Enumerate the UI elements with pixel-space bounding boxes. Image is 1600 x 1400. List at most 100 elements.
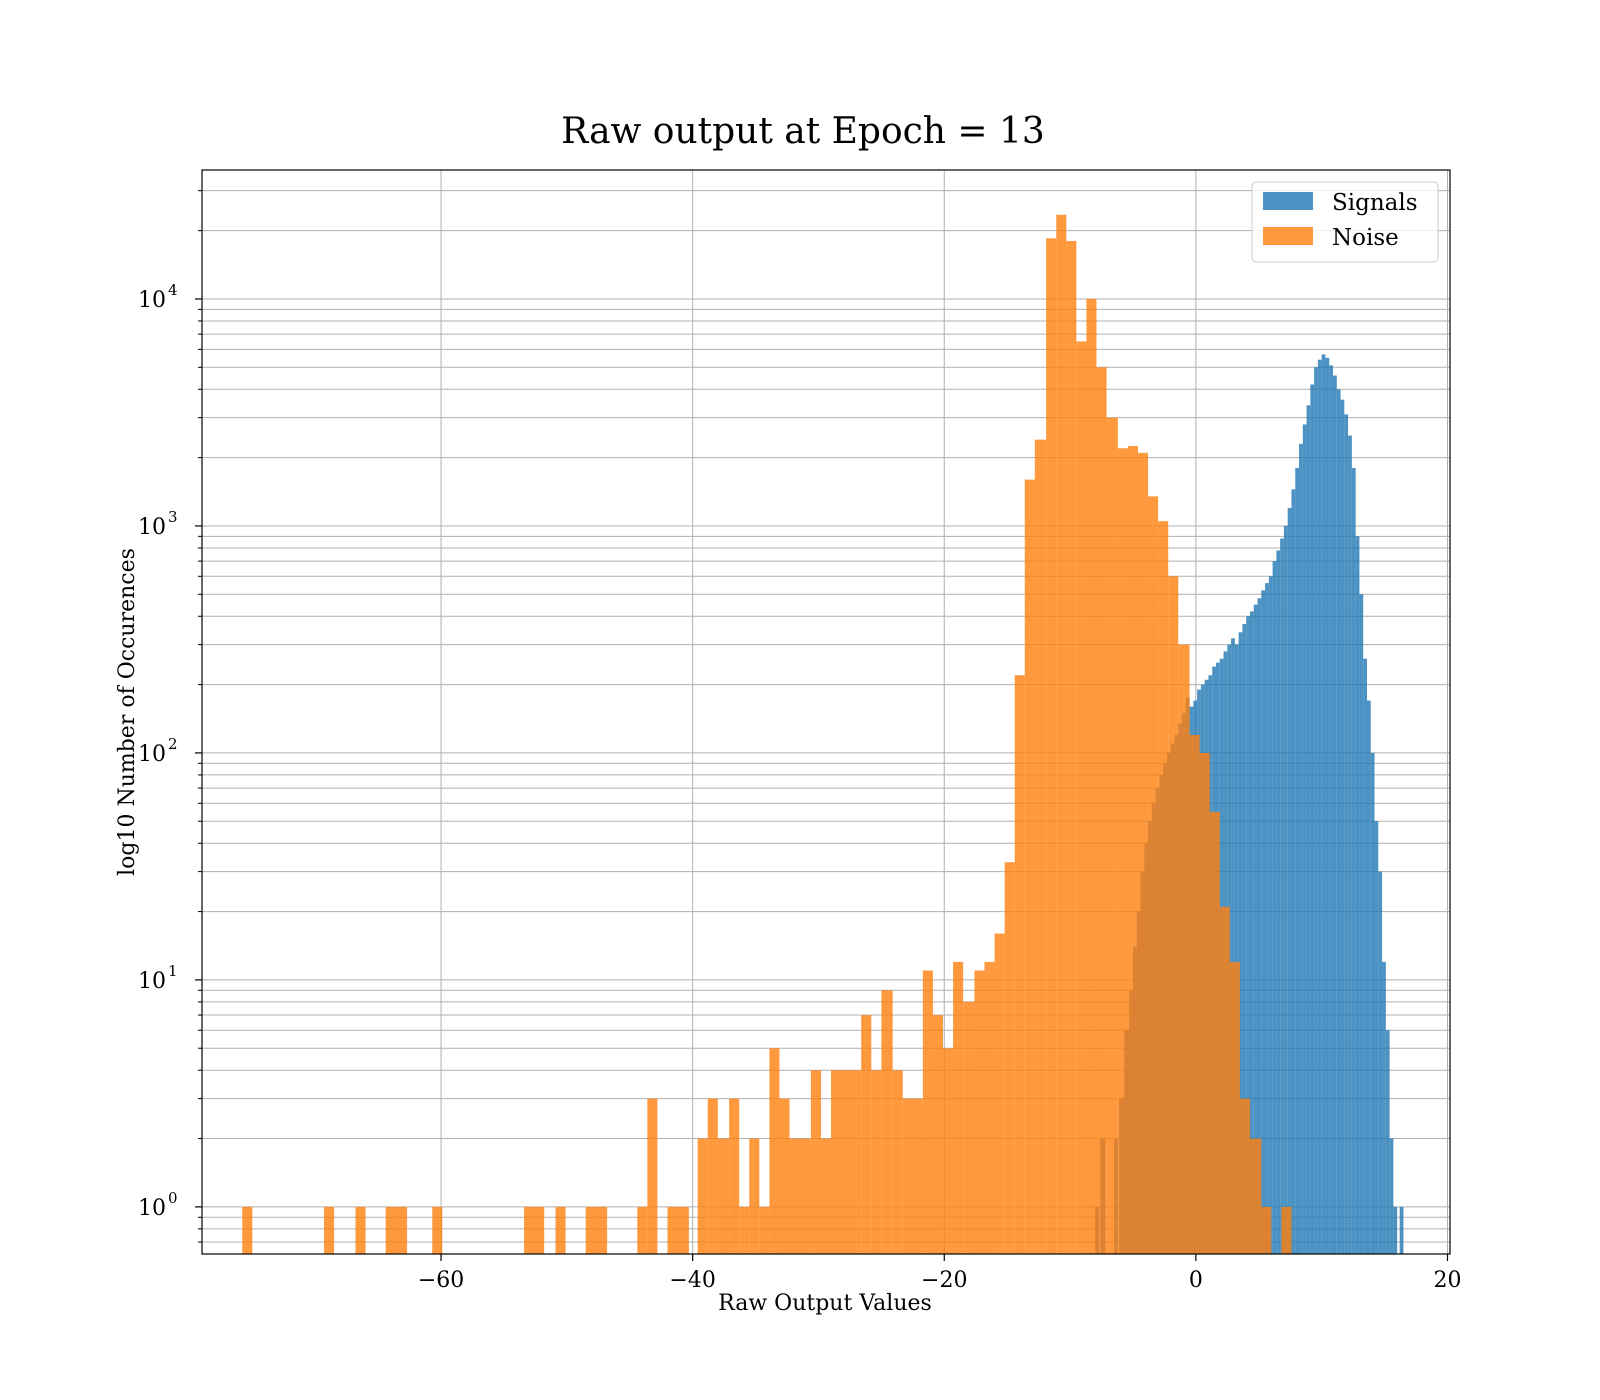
- noise-bar: [994, 933, 1005, 1254]
- signals-bar: [1261, 590, 1266, 1254]
- signals-bar: [1265, 583, 1269, 1254]
- noise-bar: [1281, 1206, 1292, 1254]
- noise-bar: [1261, 1206, 1272, 1254]
- signals-bar: [1253, 604, 1258, 1254]
- noise-bar: [1024, 479, 1035, 1254]
- y-tick-exponent: 2: [168, 735, 178, 753]
- y-tick-label: 10: [138, 1196, 166, 1221]
- signals-bar: [1238, 632, 1243, 1254]
- noise-bar: [1076, 341, 1087, 1254]
- signals-bar: [1317, 359, 1322, 1254]
- signals-bar: [1374, 821, 1379, 1254]
- noise-bar: [242, 1206, 253, 1254]
- signals-bar: [1306, 405, 1311, 1254]
- noise-bar: [1004, 862, 1015, 1254]
- legend-label-noise: Noise: [1332, 225, 1399, 251]
- signals-bar: [1340, 399, 1345, 1254]
- signals-bar: [1276, 550, 1281, 1254]
- series-noise: [242, 214, 1292, 1255]
- legend-swatch-noise: [1263, 227, 1313, 245]
- signals-bar: [1393, 1206, 1398, 1254]
- bars: [242, 214, 1404, 1255]
- signals-bar: [1366, 700, 1371, 1254]
- noise-bar: [324, 1206, 335, 1254]
- noise-bar: [1199, 752, 1210, 1254]
- noise-bar: [637, 1206, 648, 1254]
- noise-bar: [769, 1048, 780, 1254]
- noise-bar: [739, 1206, 750, 1254]
- noise-bar: [555, 1206, 566, 1254]
- noise-bar: [1127, 446, 1138, 1254]
- noise-bar: [1219, 906, 1230, 1254]
- signals-bar: [1287, 507, 1292, 1254]
- signals-bar: [1382, 961, 1386, 1254]
- signals-bar: [1378, 871, 1383, 1254]
- x-tick-label: −60: [418, 1268, 464, 1293]
- signals-bar: [1325, 357, 1330, 1254]
- noise-bar: [1249, 1138, 1262, 1254]
- signals-bar: [1242, 623, 1247, 1254]
- noise-bar: [932, 1015, 943, 1254]
- noise-bar: [585, 1206, 608, 1254]
- noise-bar: [729, 1098, 740, 1254]
- signals-bar: [1385, 1030, 1390, 1254]
- noise-bar: [922, 970, 933, 1254]
- y-tick-label: 10: [138, 288, 166, 313]
- noise-bar: [707, 1098, 718, 1254]
- y-tick-label: 10: [138, 515, 166, 540]
- signals-bar: [1268, 576, 1273, 1254]
- signals-bar: [1389, 1138, 1394, 1254]
- signals-bar: [1348, 435, 1352, 1254]
- noise-bar: [789, 1138, 811, 1254]
- chart-title: Raw output at Epoch = 13: [561, 111, 1045, 152]
- plot-frame: [201, 169, 1451, 1255]
- noise-bar: [943, 1048, 954, 1254]
- noise-bar: [1189, 734, 1200, 1254]
- noise-bar: [974, 970, 985, 1254]
- noise-bar: [1229, 961, 1240, 1254]
- signals-bar: [1246, 616, 1250, 1254]
- signals-bar: [1231, 638, 1235, 1254]
- legend-swatch-signals: [1263, 192, 1313, 210]
- noise-bar: [1066, 241, 1077, 1254]
- noise-bar: [667, 1206, 689, 1254]
- noise-bar: [1106, 417, 1118, 1254]
- noise-bar: [820, 1138, 832, 1254]
- noise-bar: [1117, 448, 1128, 1255]
- noise-bar: [1046, 238, 1057, 1254]
- signals-bar: [1399, 1206, 1404, 1254]
- y-tick-exponent: 1: [168, 962, 178, 980]
- y-axis-label: log10 Number of Occurences: [115, 548, 140, 876]
- y-tick-label: 10: [138, 969, 166, 994]
- noise-bar: [1239, 1098, 1250, 1254]
- x-tick-label: 20: [1433, 1268, 1461, 1293]
- noise-bar: [1158, 521, 1169, 1254]
- x-tick-label: 0: [1189, 1268, 1203, 1293]
- noise-bar: [902, 1098, 923, 1254]
- noise-bar: [1014, 675, 1025, 1254]
- signals-bar: [1359, 594, 1364, 1254]
- noise-bar: [953, 961, 964, 1254]
- signals-bar: [1321, 354, 1326, 1255]
- signals-bar: [1291, 489, 1296, 1254]
- noise-bar: [647, 1098, 658, 1254]
- noise-bar: [1148, 496, 1159, 1254]
- noise-bar: [717, 1138, 730, 1254]
- noise-bar: [1178, 644, 1190, 1254]
- signals-bar: [1280, 538, 1284, 1254]
- signals-bar: [1283, 525, 1288, 1254]
- noise-bar: [385, 1206, 408, 1254]
- y-tick-exponent: 3: [168, 508, 178, 526]
- signals-bar: [1336, 389, 1341, 1255]
- signals-bar: [1310, 384, 1315, 1254]
- x-tick-label: −20: [921, 1268, 967, 1293]
- noise-bar: [1034, 439, 1047, 1255]
- noise-bar: [881, 990, 893, 1254]
- noise-bar: [432, 1206, 443, 1254]
- signals-bar: [1351, 468, 1356, 1254]
- noise-bar: [1168, 576, 1179, 1254]
- noise-bar: [892, 1070, 903, 1254]
- y-tick-exponent: 0: [168, 1189, 178, 1207]
- legend: Signals Noise: [1251, 181, 1439, 263]
